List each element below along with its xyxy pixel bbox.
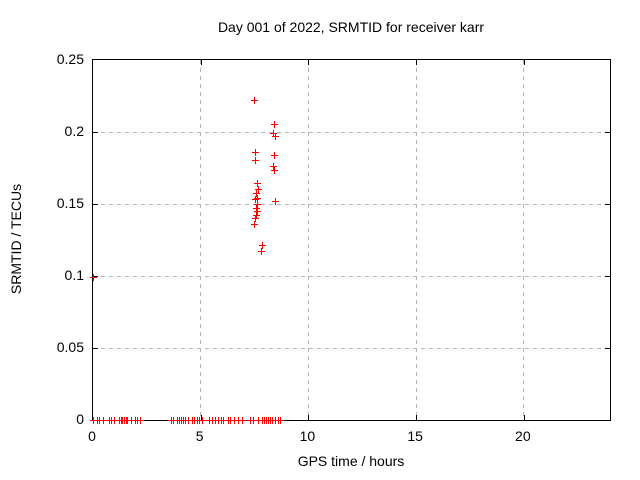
gridlines: [93, 60, 610, 420]
y-tick-label: 0.05: [56, 339, 84, 355]
data-point: [127, 416, 135, 424]
x-tick-top: [308, 60, 310, 65]
data-point: [258, 242, 266, 250]
data-point: [253, 207, 261, 215]
y-tick-right: [605, 276, 610, 277]
y-tick-label: 0: [76, 411, 84, 427]
gridline-x: [307, 60, 309, 420]
x-tick-label: 0: [88, 428, 96, 444]
data-point: [235, 416, 243, 424]
y-tick-label: 0.15: [56, 195, 84, 211]
tick-marks: [93, 60, 610, 420]
data-point: [254, 416, 262, 424]
gridline-y: [93, 203, 610, 205]
gridline-y: [93, 275, 610, 277]
data-point: [277, 416, 285, 424]
data-point: [270, 163, 278, 171]
data-point: [219, 416, 227, 424]
data-point: [111, 416, 119, 424]
x-tick-top: [200, 60, 202, 65]
gridline-x: [523, 60, 525, 420]
y-tick-left: [93, 132, 98, 133]
data-point: [198, 416, 206, 424]
y-tick-left: [93, 204, 98, 205]
y-tick-label: 0.25: [56, 51, 84, 67]
x-tick-top: [416, 60, 418, 65]
x-tick-label: 20: [515, 428, 531, 444]
x-tick-label: 5: [195, 428, 204, 444]
data-point: [250, 96, 258, 104]
data-point: [271, 121, 279, 129]
data-point: [253, 212, 261, 220]
data-point: [251, 148, 259, 156]
data-point: [271, 151, 279, 159]
data-point: [99, 416, 107, 424]
data-point: [95, 416, 103, 424]
data-point: [271, 167, 279, 175]
data-point: [227, 416, 235, 424]
x-tick-bottom: [416, 415, 418, 420]
data-point: [136, 416, 144, 424]
gridline-x: [415, 60, 417, 420]
y-tick-left: [93, 348, 98, 349]
x-tick-bottom: [523, 415, 525, 420]
data-point: [249, 416, 257, 424]
data-point: [90, 273, 98, 281]
data-point: [254, 186, 262, 194]
x-tick-bottom: [200, 415, 202, 420]
data-point: [239, 416, 247, 424]
y-tick-right: [605, 348, 610, 349]
x-tick-top: [523, 60, 525, 65]
data-point: [254, 200, 262, 208]
data-point: [252, 157, 260, 165]
y-tick-left: [93, 276, 98, 277]
data-point: [253, 180, 261, 188]
data-point: [257, 248, 265, 256]
data-point: [253, 194, 261, 202]
y-tick-label: 0.1: [64, 267, 84, 283]
gridline-x: [200, 60, 202, 420]
data-points: [89, 60, 610, 424]
data-point: [271, 132, 279, 140]
data-point: [271, 197, 279, 205]
y-axis-label: SRMTID / TECUs: [8, 183, 24, 295]
data-point: [270, 129, 278, 137]
chart-title: Day 001 of 2022, SRMTID for receiver kar…: [217, 19, 485, 35]
x-tick-bottom: [308, 415, 310, 420]
gridline-y: [93, 347, 610, 349]
data-point: [231, 416, 239, 424]
data-point: [89, 416, 97, 424]
data-point: [253, 190, 261, 198]
y-tick-right: [605, 132, 610, 133]
x-tick-label: 10: [299, 428, 316, 444]
x-tick-label: 15: [407, 428, 423, 444]
y-tick-right: [605, 204, 610, 205]
data-point: [252, 196, 260, 204]
y-tick-label: 0.2: [64, 123, 84, 139]
plot-area: [89, 59, 611, 424]
gridline-y: [93, 131, 610, 133]
x-axis-label: GPS time / hours: [297, 453, 405, 469]
data-point: [251, 220, 259, 228]
data-point: [252, 214, 260, 222]
